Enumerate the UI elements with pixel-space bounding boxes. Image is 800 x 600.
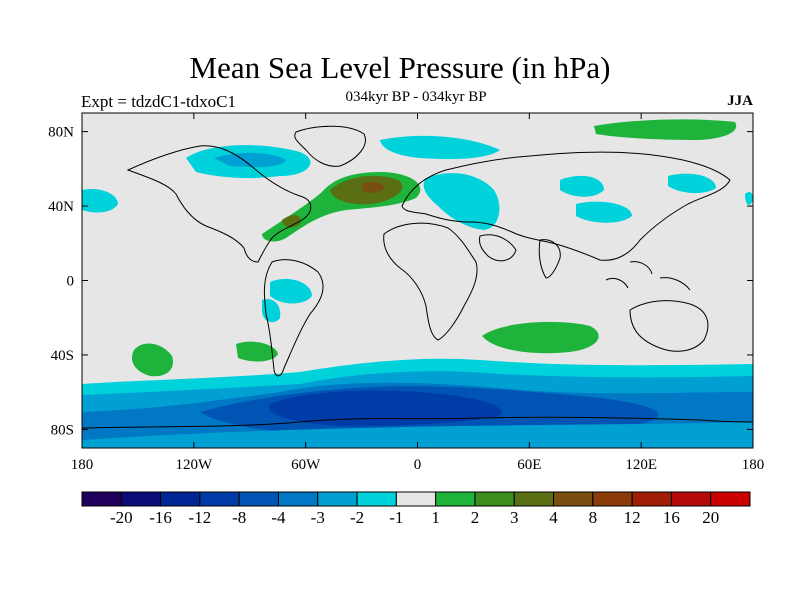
coast-australia	[629, 300, 709, 352]
coast-arabia	[479, 234, 517, 262]
colorbar-label: -20	[110, 508, 133, 527]
y-tick-label: 40S	[51, 348, 74, 364]
colorbar-label: 8	[589, 508, 598, 527]
colorbar-label: 1	[431, 508, 440, 527]
colorbar-label: 3	[510, 508, 519, 527]
experiment-label: Expt = tdzdC1-tdxoC1	[81, 92, 237, 111]
x-tick-label: 120E	[625, 457, 657, 473]
x-tick-label: 0	[414, 457, 422, 473]
colorbar-swatch	[513, 491, 555, 507]
coast-south-america	[263, 259, 324, 377]
coast-se-asia-islands	[605, 261, 691, 291]
colorbar-label: 2	[471, 508, 480, 527]
x-tick-label: 60W	[291, 457, 321, 473]
coastlines	[82, 125, 753, 429]
greenland-low-core	[214, 152, 286, 168]
period-label: 034kyr BP - 034kyr BP	[345, 89, 487, 105]
colorbar-label: 20	[702, 508, 719, 527]
gulf-high-core	[282, 215, 301, 228]
colorbar-label: 12	[624, 508, 641, 527]
x-tick-label: 60E	[517, 457, 541, 473]
colorbar-swatch	[356, 491, 397, 507]
colorbar-label: -4	[271, 508, 286, 527]
coast-north-america	[126, 145, 312, 263]
colorbar-label: -3	[311, 508, 325, 527]
europe-low	[423, 173, 500, 230]
coast-africa	[383, 222, 478, 341]
south-pacific-high	[131, 343, 174, 377]
pacific-low-west	[82, 188, 118, 213]
colorbar-swatch	[395, 491, 437, 507]
chart-title: Mean Sea Level Pressure (in hPa)	[189, 50, 611, 85]
asia-low	[560, 175, 604, 197]
colorbar-swatch	[160, 491, 201, 507]
x-tick-label: 180	[742, 457, 765, 473]
colorbar-swatch	[592, 491, 633, 507]
y-tick-label: 80S	[51, 422, 74, 438]
colorbar-swatch	[238, 491, 279, 507]
colorbar-label: -2	[350, 508, 364, 527]
north-pacific-low	[668, 173, 716, 194]
south-ocean-deep-low	[268, 390, 502, 426]
map-axes: 180 120W 60W 0 60E 120E 180 80N 40N 0 40S 80S	[48, 113, 764, 473]
south-indian-high	[482, 321, 599, 354]
south-america-high	[236, 341, 278, 362]
arctic-low	[380, 135, 500, 160]
colorbar: -20 -16 -12 -8 -4 -3 -2 -1 1 2 3 4 8 12 16 20	[81, 491, 751, 527]
colorbar-swatch	[710, 491, 751, 507]
pressure-anomaly-fields	[82, 119, 753, 448]
colorbar-swatch	[553, 491, 594, 507]
colorbar-label: -16	[149, 508, 172, 527]
season-label: JJA	[727, 93, 753, 109]
colorbar-label: -8	[232, 508, 246, 527]
colorbar-swatch	[670, 491, 712, 507]
colorbar-label: -12	[189, 508, 212, 527]
colorbar-swatch	[81, 491, 122, 507]
x-tick-label: 180	[71, 457, 94, 473]
coast-greenland	[294, 125, 366, 167]
antarctic-field	[82, 422, 753, 448]
y-tick-label: 40N	[48, 199, 74, 215]
north-atlantic-high-peak	[362, 181, 384, 193]
colorbar-swatch	[474, 491, 515, 507]
east-asia-low	[576, 201, 632, 223]
colorbar-swatch	[199, 491, 240, 507]
y-tick-label: 80N	[48, 125, 74, 141]
colorbar-swatch	[317, 491, 358, 507]
y-tick-label: 0	[67, 274, 75, 290]
colorbar-swatch	[120, 491, 162, 507]
arctic-high	[594, 119, 737, 140]
colorbar-swatch	[277, 491, 319, 507]
colorbar-swatch	[435, 491, 476, 507]
colorbar-swatch	[631, 491, 672, 507]
pacific-low-east	[745, 192, 753, 205]
colorbar-label: 4	[549, 508, 558, 527]
coast-eurasia	[401, 151, 731, 261]
x-tick-label: 120W	[175, 457, 213, 473]
south-atlantic-low	[270, 278, 312, 304]
colorbar-label: 16	[663, 508, 680, 527]
coast-antarctica	[82, 416, 753, 429]
colorbar-label: -1	[389, 508, 403, 527]
coast-india	[538, 239, 561, 279]
